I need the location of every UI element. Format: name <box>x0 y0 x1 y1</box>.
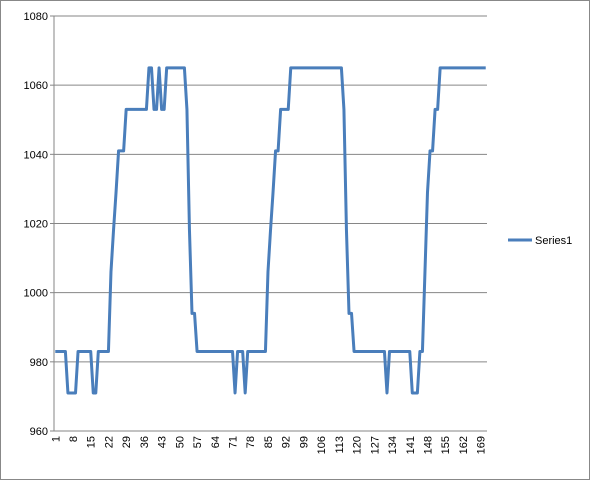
x-tick-label: 43 <box>157 436 169 448</box>
y-tick-label: 960 <box>30 426 48 438</box>
y-tick-label: 1040 <box>24 149 48 161</box>
x-tick-label: 1 <box>50 436 62 442</box>
x-tick-label: 113 <box>334 436 346 454</box>
x-tick-label: 155 <box>440 436 452 454</box>
x-tick-label: 64 <box>210 436 222 448</box>
x-tick-label: 120 <box>352 436 364 454</box>
x-tick-label: 22 <box>103 436 115 448</box>
x-tick-label: 169 <box>476 436 488 454</box>
x-tick-label: 85 <box>263 436 275 448</box>
x-tick-label: 8 <box>68 436 80 442</box>
x-tick-label: 141 <box>405 436 417 454</box>
x-tick-label: 78 <box>245 436 257 448</box>
y-tick-label: 1000 <box>24 288 48 300</box>
y-tick-label: 980 <box>30 357 48 369</box>
x-tick-label: 127 <box>369 436 381 454</box>
series-line <box>55 66 486 395</box>
x-tick-label: 71 <box>228 436 240 448</box>
y-tick-label: 1080 <box>24 11 48 23</box>
legend-label: Series1 <box>535 235 572 247</box>
y-tick-label: 1020 <box>24 219 48 231</box>
y-tick-label: 1060 <box>24 80 48 92</box>
x-tick-label: 50 <box>174 436 186 448</box>
x-tick-label: 99 <box>298 436 310 448</box>
x-tick-label: 134 <box>387 436 399 454</box>
x-tick-label: 148 <box>422 436 434 454</box>
x-tick-label: 15 <box>86 436 98 448</box>
x-tick-label: 106 <box>316 436 328 454</box>
x-tick-label: 36 <box>139 436 151 448</box>
x-tick-label: 57 <box>192 436 204 448</box>
x-tick-label: 92 <box>281 436 293 448</box>
x-tick-label: 162 <box>458 436 470 454</box>
x-tick-label: 29 <box>121 436 133 448</box>
